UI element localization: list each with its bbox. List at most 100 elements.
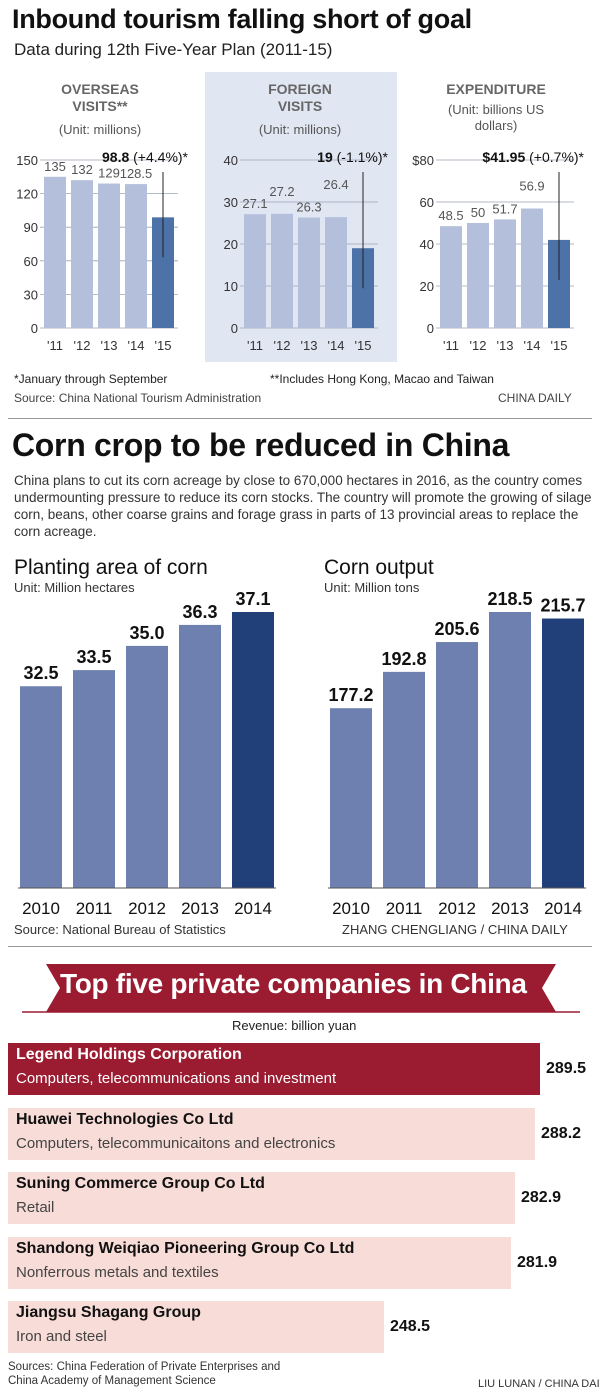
bar xyxy=(44,176,66,328)
bar xyxy=(436,642,478,888)
callout-value: 98.8 xyxy=(102,149,133,165)
value-label: 36.3 xyxy=(182,602,217,622)
bar xyxy=(152,217,174,328)
value-label: 177.2 xyxy=(328,685,373,705)
callout-change: (+4.4%)* xyxy=(133,149,188,165)
x-tick-label: '14 xyxy=(328,338,345,353)
corn-title: Corn crop to be reduced in China xyxy=(12,427,510,463)
company-revenue: 281.9 xyxy=(517,1254,558,1271)
value-label: 27.2 xyxy=(269,184,294,199)
company-sector: Iron and steel xyxy=(16,1328,107,1345)
callout-change: (-1.1%)* xyxy=(337,149,389,165)
company-bar xyxy=(8,1043,540,1095)
x-tick-label: 2011 xyxy=(386,899,423,918)
tourism-subtitle: Data during 12th Five-Year Plan (2011-15… xyxy=(14,40,333,59)
y-tick-label: 30 xyxy=(24,287,38,302)
value-label: 56.9 xyxy=(519,179,544,194)
company-name: Jiangsu Shagang Group xyxy=(16,1304,201,1321)
x-tick-label: 2012 xyxy=(438,899,476,918)
value-label: 26.3 xyxy=(296,200,321,215)
corn-source: Source: National Bureau of Statistics xyxy=(14,922,226,937)
company-sector: Computers, telecommunications and invest… xyxy=(16,1070,337,1087)
chart-unit-label: (Unit: millions) xyxy=(259,122,341,137)
bar xyxy=(73,670,115,888)
y-tick-label: 10 xyxy=(224,279,238,294)
y-tick-label: 60 xyxy=(24,254,38,269)
x-tick-label: '12 xyxy=(274,338,291,353)
y-tick-label: 40 xyxy=(224,153,238,168)
value-label: 37.1 xyxy=(235,589,270,609)
companies-banner xyxy=(22,964,580,1013)
company-revenue: 288.2 xyxy=(541,1125,582,1142)
x-tick-label: '15 xyxy=(551,338,568,353)
bar xyxy=(542,618,584,888)
value-label: 33.5 xyxy=(76,647,111,667)
value-label: 215.7 xyxy=(540,596,585,616)
value-label: 27.1 xyxy=(242,196,267,211)
chart-unit-label: (Unit: billions US xyxy=(448,102,544,117)
x-tick-label: '15 xyxy=(355,338,372,353)
companies-title: Top five private companies in China xyxy=(60,968,527,999)
value-label: 129 xyxy=(98,166,120,181)
value-label: 50 xyxy=(471,205,485,220)
value-label: 26.4 xyxy=(323,177,348,192)
bar xyxy=(179,624,221,888)
company-bar xyxy=(8,1301,384,1353)
x-tick-label: 2014 xyxy=(234,899,272,918)
value-label: 48.5 xyxy=(438,208,463,223)
x-tick-label: 2014 xyxy=(544,899,582,918)
company-name: Legend Holdings Corporation xyxy=(16,1046,242,1063)
bar xyxy=(383,671,425,888)
value-label: 32.5 xyxy=(23,663,58,683)
tourism-credit: CHINA DAILY xyxy=(498,391,572,405)
callout-change: (+0.7%)* xyxy=(529,149,584,165)
x-tick-label: '14 xyxy=(524,338,541,353)
bar xyxy=(440,226,462,328)
x-tick-label: '13 xyxy=(301,338,318,353)
value-label: 205.6 xyxy=(434,619,479,639)
chart-title-line: VISITS xyxy=(278,98,322,114)
value-label: 132 xyxy=(71,162,93,177)
y-tick-label: 0 xyxy=(31,321,38,336)
corn-credit: ZHANG CHENGLIANG / CHINA DAILY xyxy=(342,922,568,937)
bar xyxy=(521,208,543,328)
bar xyxy=(244,214,266,328)
chart-unit-label: Unit: Million tons xyxy=(324,580,420,595)
chart-title: EXPENDITURE xyxy=(446,81,546,97)
bar xyxy=(126,645,168,888)
y-tick-label: 0 xyxy=(427,321,434,336)
footnote-january: *January through September xyxy=(14,372,168,386)
chart-title-line: FOREIGN xyxy=(268,81,332,97)
company-sector: Retail xyxy=(16,1199,55,1216)
callout-label: 98.8 (+4.4%)* xyxy=(102,149,189,165)
callout-label: 19 (-1.1%)* xyxy=(317,149,388,165)
companies-unit: Revenue: billion yuan xyxy=(232,1018,357,1033)
x-tick-label: '15 xyxy=(155,338,172,353)
x-tick-label: 2013 xyxy=(491,899,529,918)
x-tick-label: '13 xyxy=(497,338,514,353)
bar xyxy=(489,612,531,888)
y-tick-label: 0 xyxy=(231,321,238,336)
bar xyxy=(325,217,347,328)
y-tick-label: 20 xyxy=(224,237,238,252)
bar xyxy=(20,686,62,888)
callout-value: 19 xyxy=(317,149,336,165)
bar xyxy=(98,183,120,328)
y-tick-label: 30 xyxy=(224,195,238,210)
x-tick-label: 2010 xyxy=(332,899,370,918)
callout-value: $41.95 xyxy=(482,149,529,165)
value-label: 192.8 xyxy=(381,649,426,669)
x-tick-label: 2012 xyxy=(128,899,166,918)
x-tick-label: '13 xyxy=(101,338,118,353)
value-label: 51.7 xyxy=(492,201,517,216)
tourism-title: Inbound tourism falling short of goal xyxy=(12,4,472,34)
bar xyxy=(330,708,372,888)
x-tick-label: 2013 xyxy=(181,899,219,918)
x-tick-label: '11 xyxy=(443,338,459,353)
